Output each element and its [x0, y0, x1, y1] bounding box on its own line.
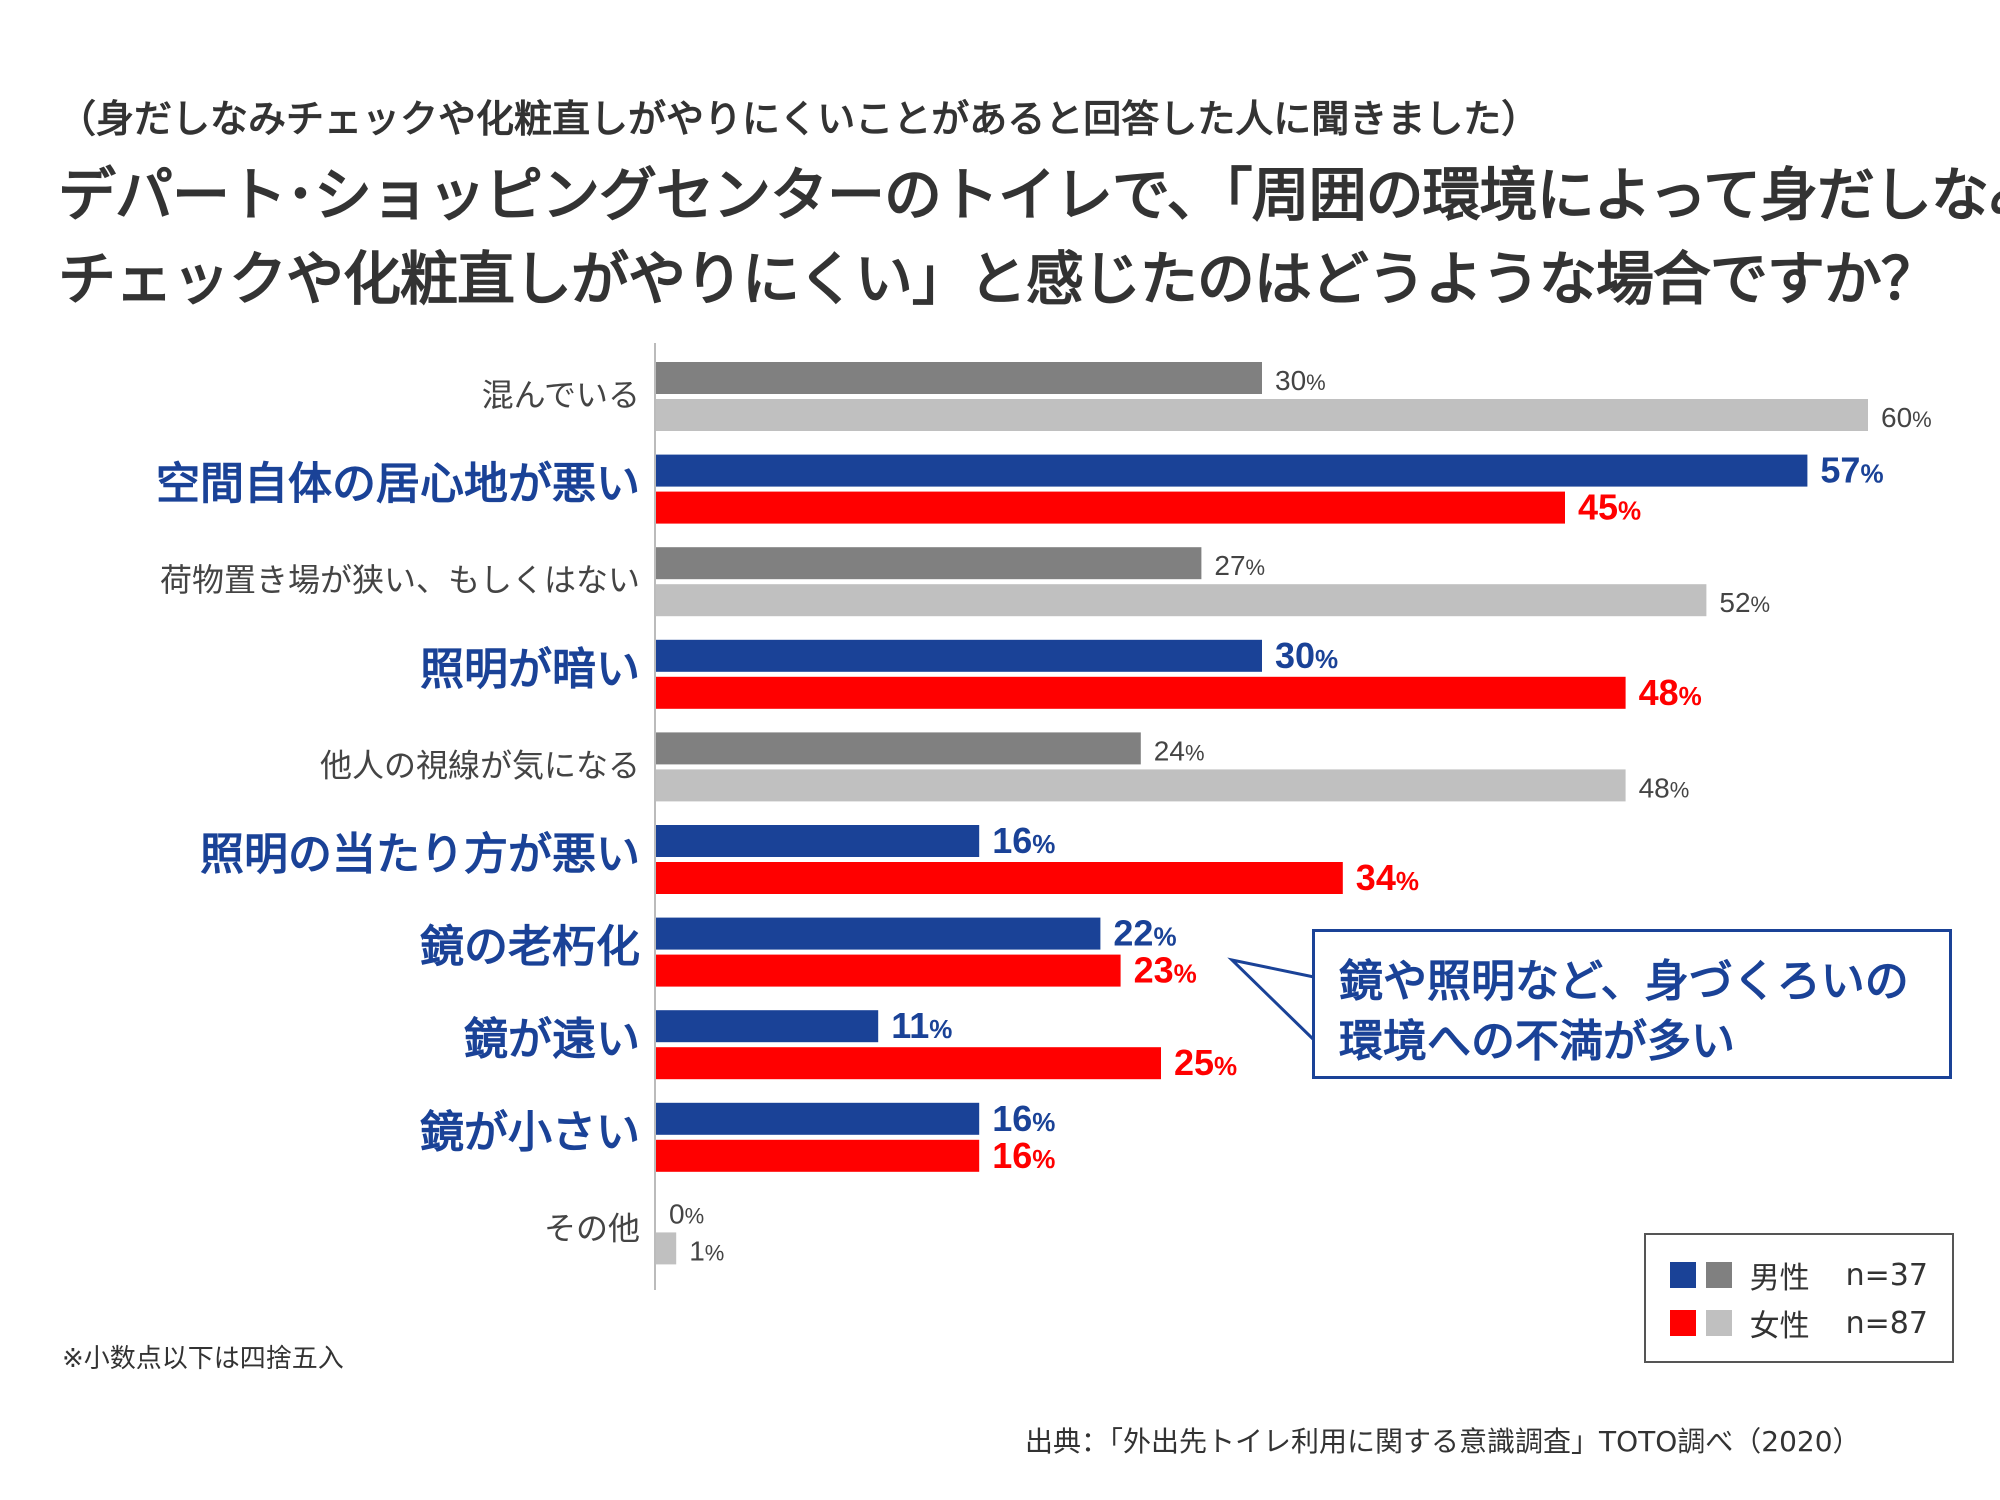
bar-male: [656, 825, 980, 857]
data-label: 60%: [1881, 402, 1932, 433]
data-label: 27%: [1214, 550, 1265, 581]
data-label: 57%: [1820, 450, 1883, 491]
bar-female: [656, 1139, 980, 1172]
legend-swatch-male-highlight: [1670, 1262, 1696, 1288]
data-label: 45%: [1578, 487, 1641, 528]
callout-pointer: [1227, 957, 1316, 1042]
data-label: 30%: [1275, 365, 1326, 396]
category-label: 照明が暗い: [420, 644, 640, 695]
data-label: 1%: [689, 1235, 724, 1266]
bar-male: [656, 547, 1202, 580]
legend: 男性 n=37 女性 n=87: [1644, 1233, 1954, 1363]
bar-chart: 混んでいる 30% 60% 空間自体の居心地が悪い 57% 45% 荷物置き場が狭い、もしく…: [156, 343, 1932, 1290]
bar-male: [656, 639, 1262, 672]
legend-label-female: 女性: [1749, 1309, 1810, 1344]
legend-item-male: 男性 n=37: [1670, 1251, 1928, 1299]
category-label: 混んでいる: [482, 376, 640, 414]
callout-box: 鏡や照明など、身づくろいの 環境への不満が多い: [1312, 929, 1952, 1079]
legend-swatch-male-normal: [1705, 1262, 1732, 1288]
bar-male: [656, 917, 1101, 950]
legend-swatch-female-normal: [1705, 1310, 1732, 1336]
data-label: 24%: [1154, 735, 1205, 766]
bar-female: [656, 1232, 677, 1265]
chart-subtitle: （身だしなみチェックや化粧直しがやりにくいことがあると回答した人に聞きました）: [58, 97, 1540, 141]
category-label: 鏡が遠い: [464, 1014, 640, 1065]
bar-male: [656, 454, 1808, 487]
legend-n-male: n=37: [1845, 1257, 1928, 1293]
data-label: 48%: [1639, 772, 1690, 803]
bar-female: [656, 584, 1707, 617]
category-label: その他: [544, 1209, 640, 1247]
chart-title-line-2: チェックや化粧直しがやりにくい」と感じたのはどうような場合ですか？: [58, 245, 1939, 313]
data-label: 52%: [1719, 587, 1770, 618]
bar-female: [656, 1047, 1161, 1080]
legend-n-female: n=87: [1845, 1305, 1928, 1341]
bar-female: [656, 862, 1343, 894]
category-label: 荷物置き場が狭い、もしくはない: [160, 561, 640, 599]
footnote: ※小数点以下は四捨五入: [62, 1344, 344, 1374]
data-label: 11%: [891, 1005, 952, 1046]
category-label: 鏡の老朽化: [420, 922, 640, 973]
legend-item-female: 女性 n=87: [1670, 1299, 1928, 1347]
data-label: 16%: [992, 1135, 1055, 1176]
data-label: 23%: [1134, 950, 1197, 991]
bar-female: [656, 399, 1868, 431]
data-label: 22%: [1113, 913, 1176, 954]
data-label: 0%: [669, 1198, 704, 1229]
callout-line-1: 鏡や照明など、身づくろいの: [1339, 956, 1909, 1007]
bar-female: [656, 954, 1121, 987]
bar-female: [656, 491, 1565, 524]
category-label: 鏡が小さい: [420, 1107, 640, 1158]
data-label: 30%: [1275, 635, 1338, 676]
bar-male: [656, 1102, 980, 1135]
bar-male: [656, 732, 1141, 765]
category-label: 照明の当たり方が悪い: [200, 829, 640, 880]
data-label: 48%: [1639, 672, 1702, 713]
data-label: 16%: [992, 1098, 1055, 1139]
category-label: 空間自体の居心地が悪い: [156, 459, 640, 510]
bar-male: [656, 1010, 879, 1043]
legend-swatch-female-highlight: [1670, 1310, 1696, 1336]
category-label: 他人の視線が気になる: [320, 746, 640, 784]
data-label: 25%: [1174, 1042, 1237, 1083]
legend-label-male: 男性: [1749, 1261, 1810, 1296]
source-note: 出典：「外出先トイレ利用に関する意識調査」TOTO調べ（2020）: [1025, 1425, 1861, 1458]
chart-title-line-1: デパート･ショッピングセンターのトイレで、「周囲の環境によって身だしなみ: [58, 161, 2000, 229]
bar-female: [656, 676, 1626, 709]
bar-female: [656, 769, 1626, 802]
data-label: 34%: [1356, 857, 1419, 898]
bar-male: [656, 362, 1262, 394]
data-label: 16%: [992, 820, 1055, 861]
callout-line-2: 環境への不満が多い: [1339, 1016, 1735, 1067]
